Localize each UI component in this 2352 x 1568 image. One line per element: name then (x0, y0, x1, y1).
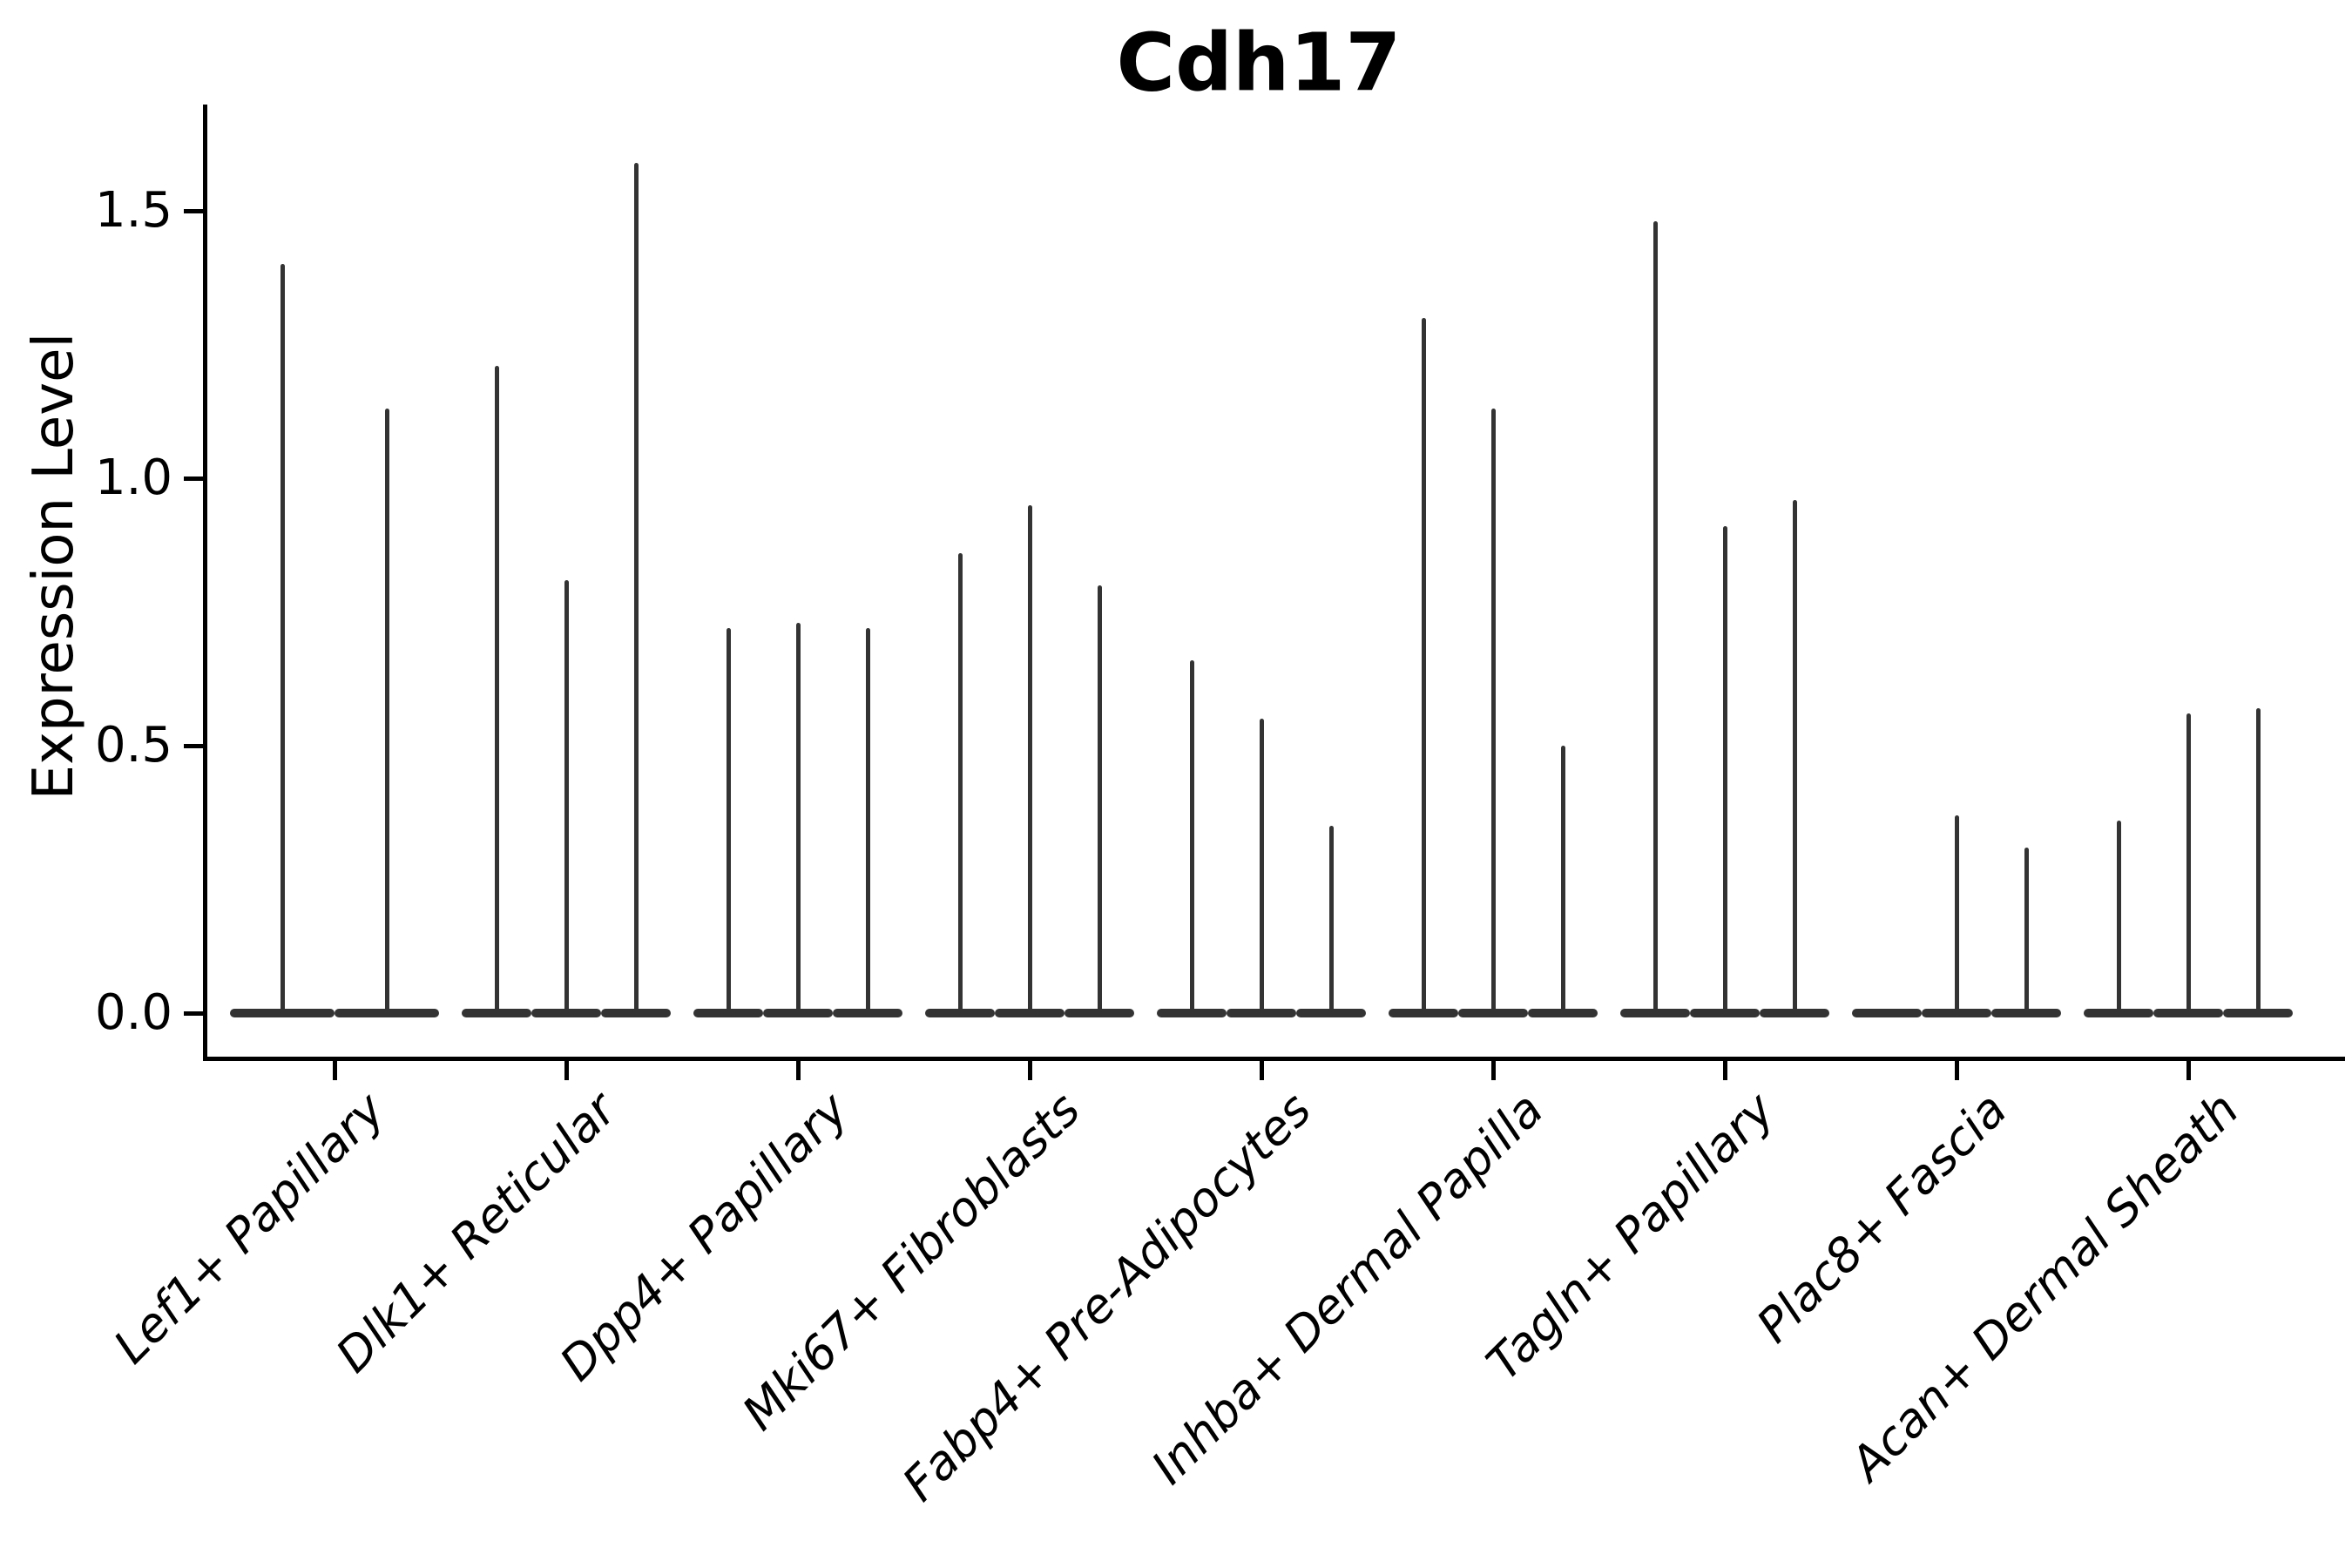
violin-base (1227, 1009, 1296, 1017)
violin-spike (1259, 719, 1264, 1013)
violin-base (531, 1009, 601, 1017)
violin-base (230, 1009, 335, 1017)
violin-base (1458, 1009, 1528, 1017)
y-tick-label: 0.0 (94, 984, 172, 1041)
y-tick-mark (184, 476, 203, 481)
x-tick-label: Fabp4+ Pre-Adipocytes (892, 1082, 1322, 1512)
violin-spike (1792, 499, 1797, 1013)
x-tick-label: Acan+ Dermal Sheath (1839, 1082, 2249, 1491)
violin-spike (957, 552, 963, 1013)
x-tick-mark (1491, 1061, 1496, 1080)
x-tick-mark (564, 1061, 569, 1080)
violin-spike (865, 627, 870, 1013)
violin-spike (1722, 526, 1727, 1013)
violin-spike (1097, 585, 1102, 1013)
violin-base (2153, 1009, 2223, 1017)
x-tick-mark (333, 1061, 337, 1080)
chart-title: Cdh17 (1116, 16, 1402, 110)
x-tick-mark (1723, 1061, 1727, 1080)
violin-base (462, 1009, 531, 1017)
violin-base (335, 1009, 439, 1017)
violin-base (1922, 1009, 1991, 1017)
y-tick-mark (184, 1011, 203, 1016)
x-tick-mark (1028, 1061, 1032, 1080)
x-tick-mark (1955, 1061, 1959, 1080)
violin-base (995, 1009, 1064, 1017)
y-tick-label: 0.5 (94, 717, 172, 774)
y-tick-label: 1.5 (94, 182, 172, 239)
violin-base (1064, 1009, 1134, 1017)
violin-spike (1027, 504, 1032, 1013)
violin-base (1528, 1009, 1598, 1017)
violin-spike (564, 579, 569, 1013)
y-axis-spine (203, 105, 207, 1061)
violin-spike (1490, 409, 1496, 1013)
violin-spike (2186, 713, 2191, 1013)
violin-base (1690, 1009, 1760, 1017)
violin-base (1620, 1009, 1690, 1017)
violin-base (1760, 1009, 1829, 1017)
violin-spike (1954, 814, 1959, 1013)
violin-base (1157, 1009, 1227, 1017)
x-tick-mark (1260, 1061, 1264, 1080)
violin-spike (1652, 221, 1658, 1013)
violin-spike (726, 627, 731, 1013)
violin-base (2223, 1009, 2293, 1017)
violin-spike (1189, 659, 1194, 1013)
y-tick-label: 1.0 (94, 449, 172, 506)
violin-spike (2116, 820, 2121, 1013)
violin-spike (2255, 708, 2261, 1013)
violin-base (763, 1009, 833, 1017)
violin-spike (280, 264, 285, 1013)
violin-base (1389, 1009, 1458, 1017)
violin-base (1852, 1009, 1922, 1017)
x-tick-mark (796, 1061, 801, 1080)
x-tick-label: Plac8+ Fascia (1746, 1082, 2017, 1354)
violin-spike (633, 162, 639, 1013)
violin-base (1296, 1009, 1366, 1017)
violin-base (1991, 1009, 2061, 1017)
violin-spike (1328, 826, 1334, 1013)
x-tick-mark (2186, 1061, 2191, 1080)
violin-base (833, 1009, 902, 1017)
x-tick-label: Inhba+ Dermal Papilla (1140, 1082, 1554, 1495)
x-axis-spine (203, 1057, 2345, 1061)
y-tick-mark (184, 209, 203, 213)
violin-base (601, 1009, 671, 1017)
violin-spike (384, 409, 389, 1013)
violin-spike (795, 622, 801, 1013)
violin-base (2084, 1009, 2153, 1017)
y-tick-mark (184, 744, 203, 748)
violin-spike (1560, 746, 1565, 1013)
violin-spike (1421, 317, 1426, 1013)
violin-base (693, 1009, 763, 1017)
violin-spike (2024, 847, 2029, 1013)
violin-spike (494, 366, 499, 1013)
violin-base (925, 1009, 995, 1017)
